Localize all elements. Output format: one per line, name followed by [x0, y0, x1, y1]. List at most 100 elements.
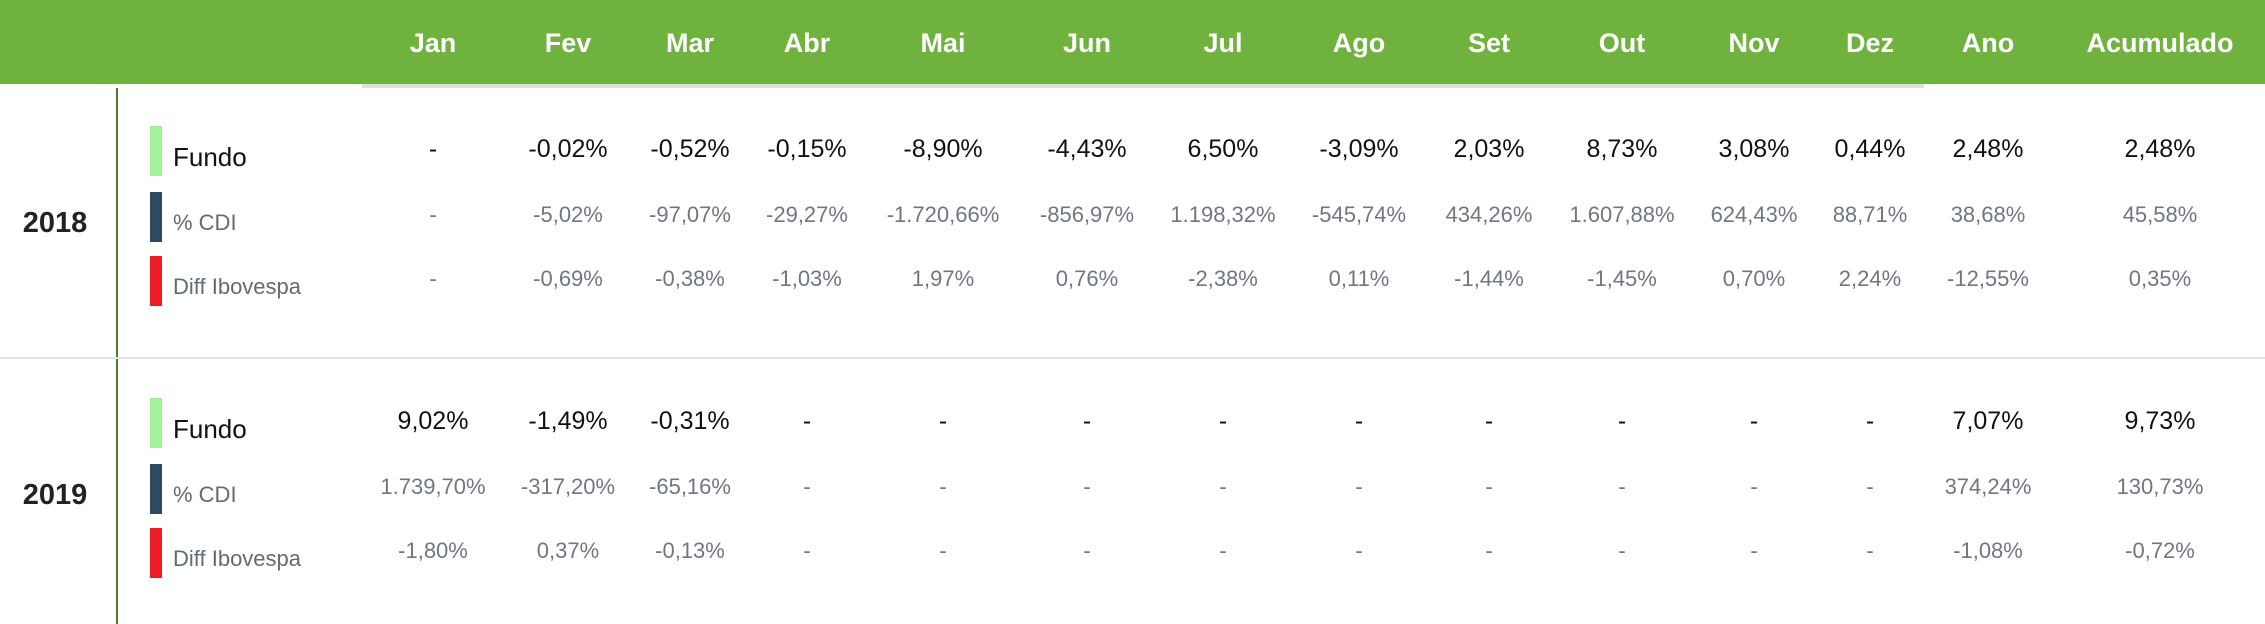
cell-ibov: -1,08%: [1953, 538, 2023, 563]
cell-cdi: 1.607,88%: [1569, 202, 1675, 227]
cell-ibov: 0,70%: [1722, 266, 1786, 291]
cell-fundo: -: [1749, 406, 1759, 435]
cell-fundo: 9,02%: [397, 406, 469, 435]
cell-cdi: 88,71%: [1832, 202, 1908, 227]
cell-fundo: -: [1617, 406, 1627, 435]
cell-ibov: -: [1750, 538, 1758, 563]
cell-ibov: -: [1485, 538, 1493, 563]
legend-swatch-cdi: [150, 192, 162, 242]
cell-fundo: 7,07%: [1952, 406, 2024, 435]
cell-cdi: -65,16%: [649, 474, 731, 499]
cell-cdi: -29,27%: [766, 202, 848, 227]
cell-fundo: 2,03%: [1453, 134, 1525, 163]
cell-fundo: -: [428, 134, 438, 163]
cell-ibov: -1,45%: [1587, 266, 1657, 291]
cell-cdi: -: [1750, 474, 1758, 499]
header-col-3: Mar: [665, 28, 714, 58]
cell-ibov: 0,76%: [1055, 266, 1119, 291]
year-label: 2018: [22, 207, 88, 239]
cell-fundo: -: [1484, 406, 1494, 435]
cell-ibov: -: [803, 538, 811, 563]
cell-fundo: 6,50%: [1187, 134, 1259, 163]
cell-cdi: -5,02%: [533, 202, 603, 227]
cell-ibov: -1,80%: [398, 538, 468, 563]
legend-label-fundo: Fundo: [173, 142, 247, 172]
cell-cdi: -: [939, 474, 947, 499]
cell-ibov: 0,35%: [2128, 266, 2192, 291]
cell-fundo: -: [938, 406, 948, 435]
cell-cdi: -: [1355, 474, 1363, 499]
cell-ibov: -0,38%: [655, 266, 725, 291]
cell-cdi: -: [803, 474, 811, 499]
cell-cdi: -: [1219, 474, 1227, 499]
cell-cdi: -: [1083, 474, 1091, 499]
cell-cdi: -1.720,66%: [886, 202, 1000, 227]
cell-ibov: 0,11%: [1328, 266, 1390, 291]
cell-ibov: -: [1219, 538, 1227, 563]
cell-ibov: 0,37%: [536, 538, 600, 563]
cell-cdi: 624,43%: [1710, 202, 1798, 227]
cell-fundo: -: [1218, 406, 1228, 435]
cell-ibov: -: [939, 538, 947, 563]
cell-cdi: -: [1866, 474, 1874, 499]
cell-cdi: 38,68%: [1950, 202, 2026, 227]
cell-fundo: -8,90%: [903, 134, 983, 163]
cell-cdi: -317,20%: [520, 474, 616, 499]
legend-label-ibov: Diff Ibovespa: [173, 546, 302, 571]
legend-swatch-fundo: [150, 398, 162, 448]
header-col-11: Nov: [1728, 28, 1780, 58]
legend-swatch-ibov: [150, 256, 162, 306]
cell-ibov: -2,38%: [1188, 266, 1258, 291]
header-col-12: Dez: [1845, 28, 1894, 58]
cell-cdi: 434,26%: [1445, 202, 1533, 227]
cell-cdi: -545,74%: [1311, 202, 1407, 227]
cell-ibov: 1,97%: [911, 266, 975, 291]
cell-fundo: -: [802, 406, 812, 435]
cell-ibov: -1,44%: [1454, 266, 1524, 291]
legend-label-cdi: % CDI: [173, 210, 237, 235]
header-col-6: Jun: [1062, 28, 1111, 58]
cell-ibov: -: [1083, 538, 1091, 563]
cell-cdi: -: [429, 202, 437, 227]
cell-fundo: -: [1354, 406, 1364, 435]
header-col-9: Set: [1467, 28, 1511, 58]
cell-ibov: -0,69%: [533, 266, 603, 291]
header-col-4: Abr: [783, 28, 831, 58]
cell-fundo: 0,44%: [1834, 134, 1906, 163]
legend-swatch-cdi: [150, 464, 162, 514]
header-col-8: Ago: [1332, 28, 1386, 58]
cell-ibov: -: [1355, 538, 1363, 563]
cell-fundo: 8,73%: [1586, 134, 1658, 163]
legend-swatch-ibov: [150, 528, 162, 578]
cell-cdi: -: [1485, 474, 1493, 499]
header-col-7: Jul: [1203, 28, 1243, 58]
cell-ibov: -: [1618, 538, 1626, 563]
header-underline: [362, 84, 1924, 88]
cell-fundo: -: [1082, 406, 1092, 435]
cell-cdi: -856,97%: [1039, 202, 1135, 227]
cell-fundo: -4,43%: [1047, 134, 1127, 163]
header-col-1: Jan: [409, 28, 457, 58]
cell-fundo: -3,09%: [1319, 134, 1399, 163]
cell-cdi: -: [1618, 474, 1626, 499]
legend-label-cdi: % CDI: [173, 482, 237, 507]
cell-fundo: -0,15%: [767, 134, 847, 163]
legend-label-fundo: Fundo: [173, 414, 247, 444]
legend-swatch-fundo: [150, 126, 162, 176]
cell-ibov: -1,03%: [772, 266, 842, 291]
cell-fundo: 3,08%: [1718, 134, 1790, 163]
cell-fundo: 9,73%: [2124, 406, 2196, 435]
cell-fundo: 2,48%: [2124, 134, 2196, 163]
vertical-divider: [116, 88, 118, 624]
header-col-2: Fev: [544, 28, 592, 58]
year-label: 2019: [22, 479, 88, 511]
cell-cdi: 45,58%: [2122, 202, 2198, 227]
cell-fundo: -0,02%: [528, 134, 608, 163]
header-col-5: Mai: [920, 28, 966, 58]
cell-cdi: -97,07%: [649, 202, 731, 227]
cell-ibov: -0,72%: [2125, 538, 2195, 563]
cell-ibov: -0,13%: [655, 538, 725, 563]
cell-fundo: -1,49%: [528, 406, 608, 435]
header-col-13: Ano: [1961, 28, 2015, 58]
cell-cdi: 1.198,32%: [1170, 202, 1276, 227]
